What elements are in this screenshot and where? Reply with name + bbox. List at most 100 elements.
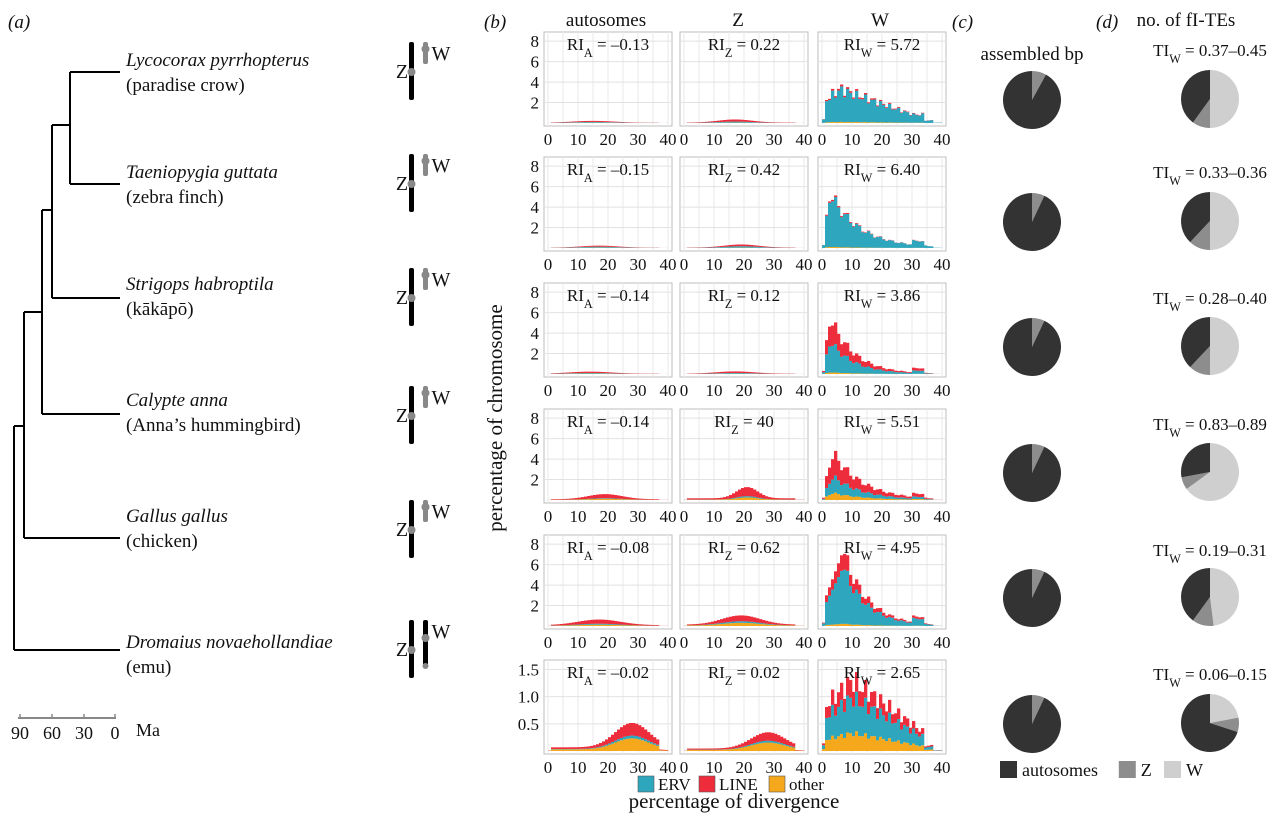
hist-bar-line [846,555,850,571]
hist-bar-other [572,749,576,751]
hist-bar-line [717,372,721,374]
hist-bar-other [855,624,859,626]
hist-bar-erv [858,489,862,497]
hist-bar-other [867,122,871,123]
y-tick-label: 8 [531,32,540,51]
hist-bar-erv [750,373,754,374]
hist-bar-erv [596,747,600,748]
pie-legend-swatch [1164,761,1181,778]
y-tick-label: 1.5 [518,661,539,680]
hist-bar-line [744,487,748,497]
pie-slice-autosomes [1003,318,1062,376]
hist-bar-other [843,247,847,248]
hist-bar-erv [903,621,907,626]
hist-bar-line [656,739,660,745]
hist-bar-erv [608,246,612,248]
hist-bar-line [699,623,703,625]
hist-bar-line [744,741,748,746]
w-chromosome-label: W [432,269,451,291]
hist-bar-line [864,679,868,698]
ri-label: RIW = 5.72 [844,35,920,60]
x-tick-label: 30 [766,758,783,777]
hist-bar-erv [861,99,865,123]
pie-slice-z [1032,695,1045,724]
hist-bar-line [843,213,847,215]
hist-bar-line [602,741,606,746]
hist-bar-line [729,119,733,122]
scale-tick-label: 30 [75,723,93,743]
hist-bar-erv [867,366,871,374]
hist-bar-line [650,734,654,743]
hist-bar-line [599,619,603,624]
hist-bar-erv [915,115,919,123]
hist-bar-line [756,245,760,247]
hist-bar-other [756,498,760,500]
hist-bar-line [569,372,573,374]
x-tick-label: 20 [600,381,617,400]
y-tick-label: 2 [531,219,540,238]
pie-legend-swatch [1118,761,1136,778]
pie-slice-autosomes [1180,568,1210,621]
hist-bar-other [876,498,880,500]
hist-bar-line [750,738,754,745]
hist-bar-line [840,216,844,218]
hist-bar-other [909,499,913,500]
hist-bar-line [744,244,748,247]
hist-bar-erv [894,109,898,123]
w-chromosome-label: W [432,155,451,177]
hist-bar-erv [828,99,832,123]
hist-bar-other [699,749,703,751]
hist-bar-line [584,120,588,122]
hist-bar-line [900,722,904,730]
ri-label: RIW = 3.86 [844,286,920,311]
hist-bar-other [777,625,781,626]
hist-bar-other [593,624,597,626]
hist-bar-line [641,624,645,626]
hist-bar-erv [900,372,904,374]
hist-bar-erv [918,497,922,500]
hist-bar-erv [855,488,859,497]
hist-bar-erv [903,111,907,123]
hist-bar-line [768,732,772,741]
x-tick-label: 20 [874,633,891,652]
hist-bar-erv [756,497,760,499]
hist-bar-line [717,120,721,123]
hist-bar-erv [858,706,862,737]
hist-bar-line [867,596,871,604]
hist-bar-line [726,617,730,623]
hist-bar-other [825,739,829,751]
hist-bar-erv [840,217,844,248]
hist-bar-erv [644,739,648,742]
hist-bar-erv [876,236,880,248]
hist-bar-line [900,112,904,113]
z-chromosome-label: Z [396,173,408,195]
hist-bar-other [714,624,718,626]
hist-bar-other [587,748,591,751]
hist-bar-line [629,722,633,736]
hist-bar-erv [617,247,621,248]
hist-bar-erv [735,246,739,248]
hist-bar-line [759,372,763,374]
hist-bar-erv [870,99,874,123]
hist-bar-line [590,120,594,122]
hist-bar-erv [867,103,871,123]
hist-bar-erv [918,370,922,374]
pie-slice-z [1190,221,1210,250]
hist-bar-line [741,119,745,122]
legend-swatch [637,775,655,793]
hist-bar-line [563,121,567,123]
hist-bar-other [861,122,865,123]
w-chromosome [423,620,428,668]
hist-bar-line [566,372,570,374]
hist-bar-line [711,498,715,500]
hist-bar-line [590,371,594,373]
hist-bar-erv [750,496,754,498]
hist-bar-line [599,371,603,374]
hist-bar-erv [599,246,603,248]
hist-bar-erv [900,729,904,744]
hist-bar-line [870,363,874,368]
hist-bar-line [825,214,829,216]
hist-bar-other [708,749,712,751]
hist-bar-erv [729,246,733,248]
hist-bar-line [650,624,654,626]
